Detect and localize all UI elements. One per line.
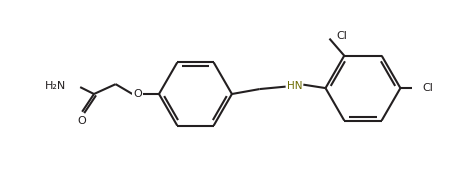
Text: Cl: Cl <box>421 83 432 93</box>
Text: HN: HN <box>286 81 302 91</box>
Text: O: O <box>133 89 141 99</box>
Text: H₂N: H₂N <box>45 81 66 91</box>
Text: O: O <box>78 116 86 126</box>
Text: Cl: Cl <box>336 31 346 41</box>
